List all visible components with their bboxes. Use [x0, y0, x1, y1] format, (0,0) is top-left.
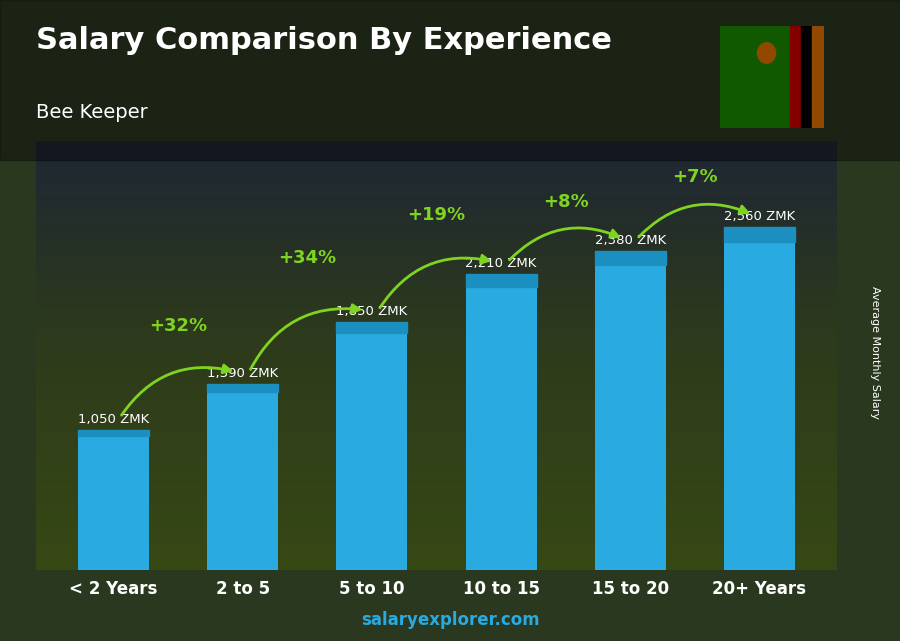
Bar [724, 227, 795, 570]
Bar [207, 384, 278, 392]
Bar [337, 322, 408, 570]
Bar [78, 429, 149, 436]
Bar [813, 26, 824, 128]
Text: salaryexplorer.com: salaryexplorer.com [361, 612, 539, 629]
Bar [790, 26, 801, 128]
Text: 1,850 ZMK: 1,850 ZMK [337, 305, 408, 318]
Text: +19%: +19% [408, 206, 465, 224]
Bar [337, 322, 408, 333]
Ellipse shape [758, 43, 776, 63]
Text: +8%: +8% [543, 193, 589, 211]
Text: Bee Keeper: Bee Keeper [36, 103, 148, 122]
Text: +32%: +32% [149, 317, 207, 335]
Text: 1,390 ZMK: 1,390 ZMK [207, 367, 278, 380]
Bar [595, 251, 666, 570]
Bar [207, 384, 278, 570]
Text: +34%: +34% [278, 249, 337, 267]
Bar [724, 227, 795, 242]
Text: 2,210 ZMK: 2,210 ZMK [465, 257, 536, 270]
Bar [465, 274, 536, 287]
Text: 1,050 ZMK: 1,050 ZMK [78, 413, 149, 426]
Bar [465, 274, 536, 570]
Text: 2,560 ZMK: 2,560 ZMK [724, 210, 795, 223]
Text: +7%: +7% [672, 169, 717, 187]
Text: Average Monthly Salary: Average Monthly Salary [869, 286, 880, 419]
Bar [78, 429, 149, 570]
Bar [595, 251, 666, 265]
Text: 2,380 ZMK: 2,380 ZMK [595, 234, 666, 247]
Text: Salary Comparison By Experience: Salary Comparison By Experience [36, 26, 612, 54]
Bar [801, 26, 812, 128]
